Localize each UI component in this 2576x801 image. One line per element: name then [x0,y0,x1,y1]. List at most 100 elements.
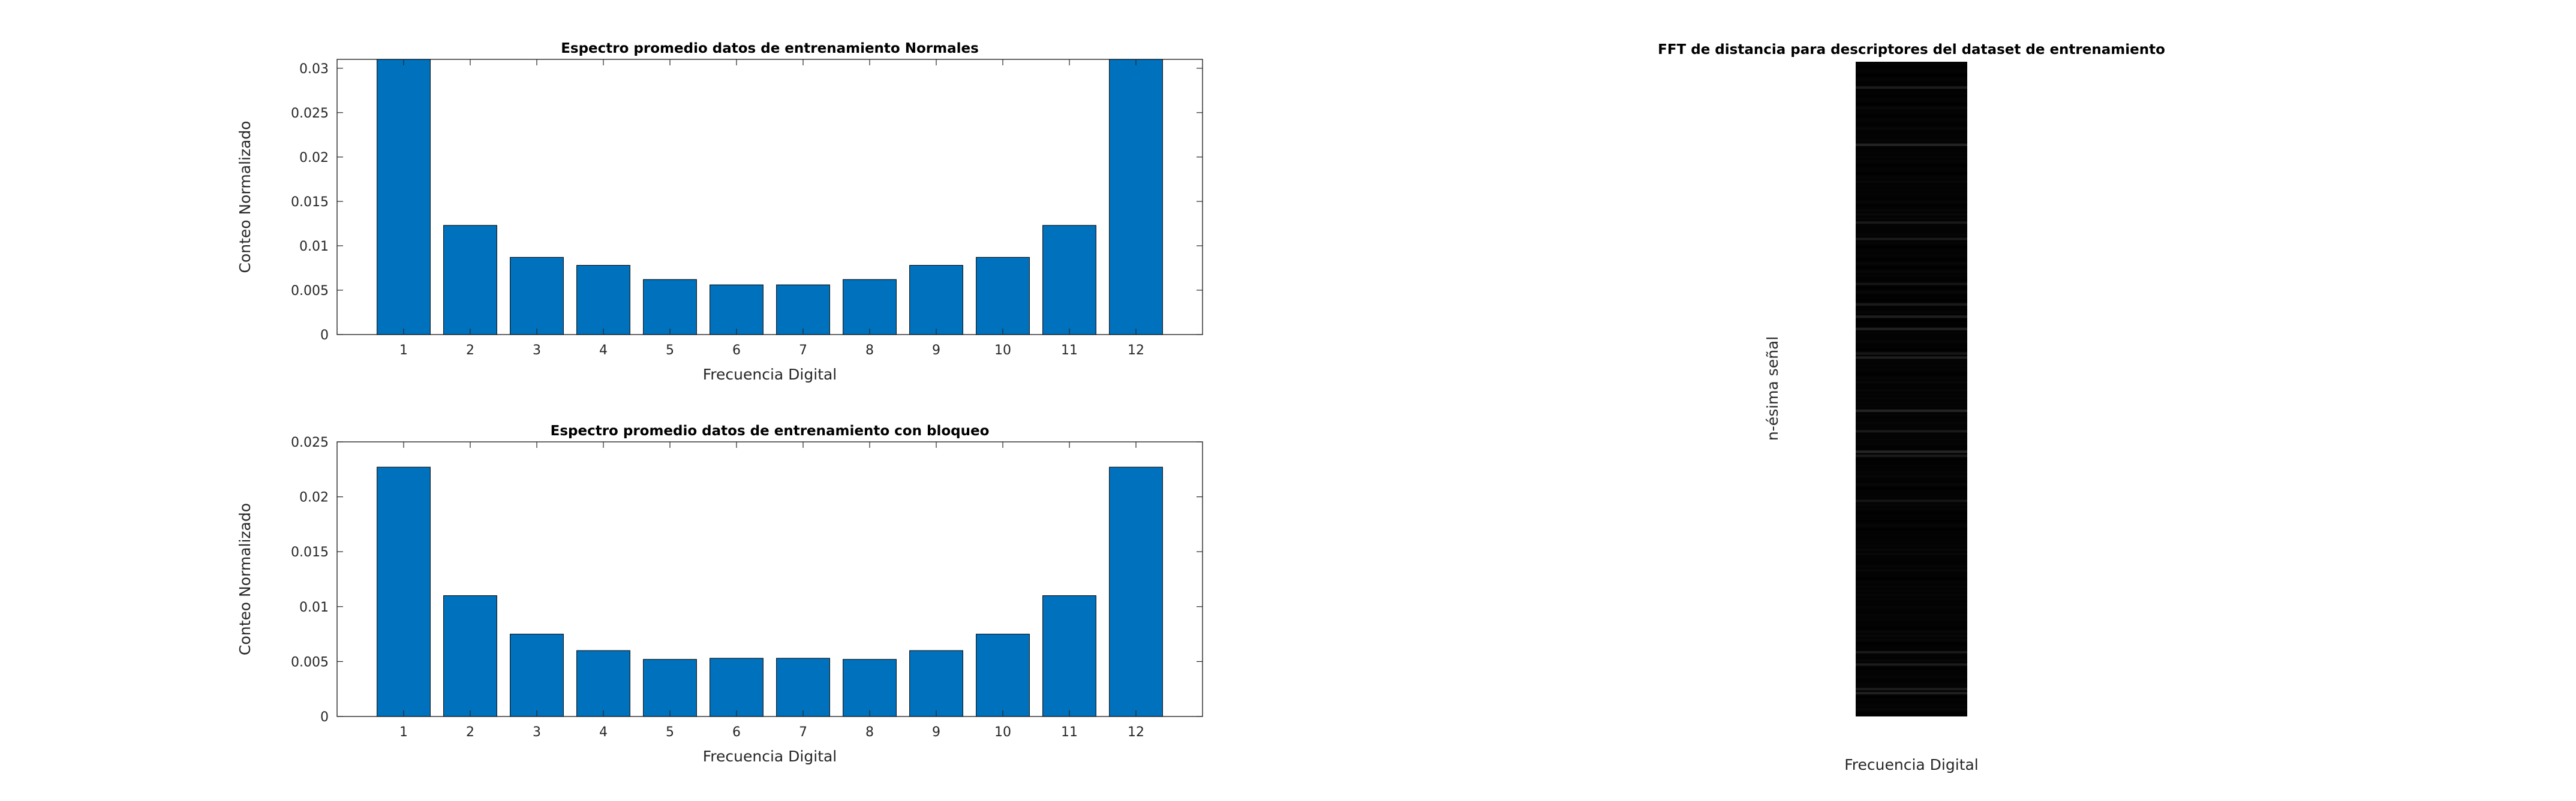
heatmap-row [1856,237,1967,240]
heatmap-row [1856,520,1967,523]
heatmap-row [1856,303,1967,306]
heatmap-row [1856,143,1967,146]
x-tick-label: 3 [533,725,541,740]
bar-12 [1109,59,1163,335]
heatmap-row [1856,62,1967,65]
x-tick-label: 8 [865,725,874,740]
y-tick-label: 0.025 [291,106,329,121]
heatmap-row [1856,217,1967,220]
heatmap-row [1856,225,1967,228]
heatmap-row [1856,74,1967,77]
heatmap-row [1856,299,1967,302]
heatmap-row [1856,291,1967,294]
heatmap-row [1856,499,1967,502]
heatmap-row [1856,249,1967,253]
heatmap-row [1856,159,1967,162]
heatmap-row [1856,413,1967,417]
x-axis-label: Frecuencia Digital [703,748,837,765]
x-tick-label: 5 [666,725,674,740]
heatmap-row [1856,626,1967,629]
heatmap-row [1856,168,1967,171]
heatmap-row [1856,258,1967,261]
heatmap-row [1856,504,1967,507]
x-tick-label: 10 [994,725,1011,740]
heatmap-row [1856,471,1967,474]
heatmap-row [1856,368,1967,371]
heatmap-row [1856,524,1967,527]
heatmap-row [1856,511,1967,514]
heatmap-row [1856,332,1967,335]
heatmap-row [1856,389,1967,392]
heatmap-row [1856,610,1967,613]
x-tick-label: 6 [732,725,741,740]
x-tick-label: 9 [932,725,940,740]
heatmap-row [1856,94,1967,97]
x-tick-label: 4 [599,343,608,358]
chart-title: Espectro promedio datos de entrenamiento… [551,423,990,439]
bar-3 [510,634,564,717]
heatmap-row [1856,377,1967,380]
heatmap-row [1856,675,1967,678]
heatmap-row [1856,115,1967,118]
heatmap-row [1856,110,1967,113]
y-tick-label: 0.01 [299,239,329,254]
heatmap-row [1856,344,1967,347]
bar-chart-normales: Espectro promedio datos de entrenamiento… [236,41,1203,383]
chart-title: Espectro promedio datos de entrenamiento… [561,41,979,56]
heatmap-row [1856,622,1967,625]
heatmap-row [1856,287,1967,290]
heatmap-row [1856,536,1967,539]
heatmap-row [1856,462,1967,465]
heatmap-row [1856,315,1967,318]
heatmap-row [1856,442,1967,445]
x-tick-label: 12 [1128,725,1144,740]
heatmap-row [1856,421,1967,424]
y-axis-label: Conteo Normalizado [236,503,254,655]
heatmap-row [1856,311,1967,314]
bar-12 [1109,466,1163,717]
heatmap-row [1856,123,1967,126]
x-tick-label: 6 [732,343,741,358]
heatmap-row [1856,634,1967,637]
heatmap-row [1856,483,1967,486]
heatmap-row [1856,491,1967,494]
y-tick-label: 0.015 [291,545,329,560]
bar-10 [976,634,1030,717]
bar-6 [710,284,764,335]
heatmap-row [1856,540,1967,543]
bar-6 [710,658,764,717]
y-tick-label: 0 [320,710,329,725]
heatmap-row [1856,581,1967,584]
x-tick-label: 10 [994,343,1011,358]
heatmap-row [1856,487,1967,490]
heatmap-row [1856,282,1967,285]
x-tick-label: 5 [666,343,674,358]
heatmap-row [1856,82,1967,85]
heatmap-row [1856,307,1967,310]
heatmap-row [1856,426,1967,429]
heatmap-row [1856,434,1967,437]
heatmap-row [1856,135,1967,138]
heatmap-row [1856,323,1967,326]
y-tick-label: 0.005 [291,655,329,670]
heatmap-row [1856,479,1967,482]
heatmap-row [1856,176,1967,179]
heatmap-row [1856,197,1967,200]
heatmap-row [1856,98,1967,101]
heatmap-row [1856,348,1967,351]
heatmap-row [1856,393,1967,396]
bar-11 [1042,595,1096,717]
heatmap-row [1856,655,1967,658]
heatmap-row [1856,119,1967,122]
bar-2 [443,595,497,717]
heatmap-row [1856,147,1967,150]
heatmap-row [1856,651,1967,654]
heatmap-row [1856,139,1967,142]
heatmap-row [1856,466,1967,469]
heatmap-row [1856,507,1967,511]
bar-10 [976,257,1030,335]
heatmap-row [1856,569,1967,572]
bar-9 [909,265,963,335]
x-tick-label: 2 [466,343,474,358]
heatmap-row [1856,270,1967,273]
